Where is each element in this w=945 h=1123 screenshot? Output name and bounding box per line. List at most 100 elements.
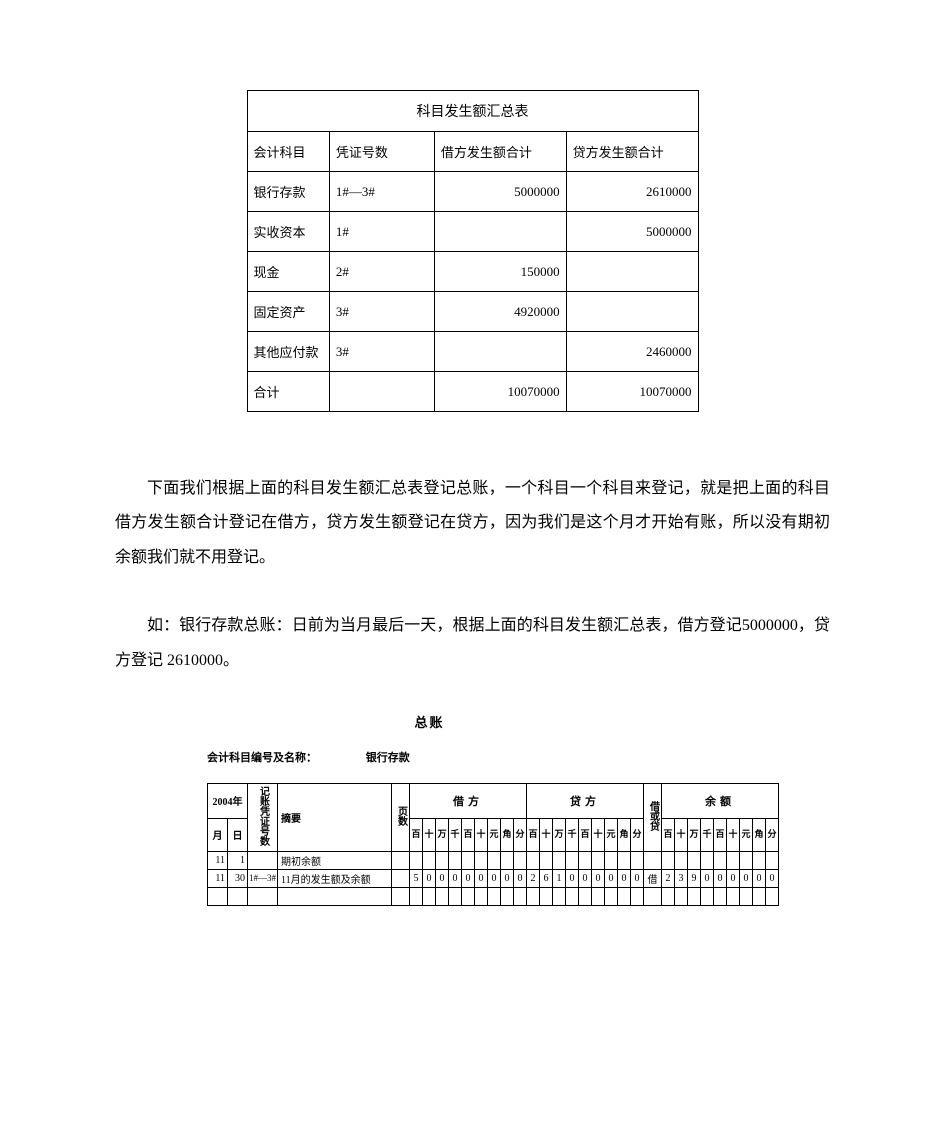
ledger-cell-debit-digit	[514, 851, 527, 869]
cell: 2610000	[566, 172, 698, 212]
cell: 10070000	[566, 372, 698, 412]
ledger-page-header: 页数	[392, 783, 410, 851]
ledger-cell-balance-digit	[753, 851, 766, 869]
ledger-cell-drcr	[644, 851, 662, 869]
cell	[434, 212, 566, 252]
ledger-cell-voucher	[248, 887, 278, 905]
table-row: 固定资产 3# 4920000	[247, 292, 698, 332]
ledger-cell-credit-digit: 0	[618, 869, 631, 887]
ledger-cell-debit-digit	[488, 851, 501, 869]
ledger-cell-debit-digit	[462, 887, 475, 905]
digit-header: 百	[527, 818, 540, 851]
ledger-cell-credit-digit	[618, 887, 631, 905]
cell: 固定资产	[247, 292, 329, 332]
ledger-cell-debit-digit: 5	[410, 869, 423, 887]
ledger-cell-credit-digit: 6	[540, 869, 553, 887]
ledger-cell-credit-digit	[592, 887, 605, 905]
digit-header: 十	[675, 818, 688, 851]
cell: 150000	[434, 252, 566, 292]
digit-header: 十	[727, 818, 740, 851]
cell: 4920000	[434, 292, 566, 332]
cell	[566, 292, 698, 332]
ledger-cell-debit-digit	[462, 851, 475, 869]
ledger-cell-debit-digit	[423, 851, 436, 869]
ledger-cell-balance-digit	[753, 887, 766, 905]
digit-header: 角	[501, 818, 514, 851]
ledger-cell-balance-digit: 0	[766, 869, 779, 887]
ledger-cell-debit-digit: 0	[475, 869, 488, 887]
table-row: 实收资本 1# 5000000	[247, 212, 698, 252]
ledger-cell-debit-digit	[436, 887, 449, 905]
ledger-cell-debit-digit	[449, 887, 462, 905]
ledger-cell-debit-digit: 0	[423, 869, 436, 887]
summary-col-0: 会计科目	[247, 132, 329, 172]
ledger-cell-debit-digit: 0	[449, 869, 462, 887]
ledger-row	[208, 887, 779, 905]
paragraph-2: 如：银行存款总账：日前为当月最后一天，根据上面的科目发生额汇总表，借方登记500…	[115, 609, 830, 678]
ledger-cell-credit-digit: 0	[592, 869, 605, 887]
digit-header: 分	[514, 818, 527, 851]
digit-header: 万	[688, 818, 701, 851]
ledger-cell-credit-digit	[631, 851, 644, 869]
digit-header: 万	[553, 818, 566, 851]
digit-header: 百	[714, 818, 727, 851]
ledger-table: 2004年 记账凭证号数 摘要 页数 借方 贷方 借或贷 余额 月 日 百 十 …	[207, 783, 779, 906]
ledger-subtitle-label: 会计科目编号及名称：	[207, 749, 317, 765]
cell: 5000000	[566, 212, 698, 252]
table-row: 其他应付款 3# 2460000	[247, 332, 698, 372]
ledger-voucher-header: 记账凭证号数	[248, 783, 278, 851]
ledger-cell-credit-digit	[618, 851, 631, 869]
ledger-debit-header: 借方	[410, 783, 527, 818]
ledger-cell-summary: 11月的发生额及余额	[278, 869, 392, 887]
ledger-cell-debit-digit: 0	[436, 869, 449, 887]
ledger-cell-debit-digit	[410, 887, 423, 905]
ledger-cell-credit-digit	[540, 851, 553, 869]
digit-header: 十	[423, 818, 436, 851]
digit-header: 角	[753, 818, 766, 851]
digit-header: 千	[701, 818, 714, 851]
ledger-header-row-1: 2004年 记账凭证号数 摘要 页数 借方 贷方 借或贷 余额	[208, 783, 779, 818]
ledger-cell-day	[228, 887, 248, 905]
ledger-cell-voucher: 1#—3#	[248, 869, 278, 887]
digit-header: 十	[540, 818, 553, 851]
ledger-cell-credit-digit: 0	[579, 869, 592, 887]
ledger-cell-balance-digit	[688, 887, 701, 905]
ledger-cell-balance-digit: 0	[727, 869, 740, 887]
cell: 5000000	[434, 172, 566, 212]
cell	[566, 252, 698, 292]
cell: 1#—3#	[329, 172, 434, 212]
ledger-cell-balance-digit: 9	[688, 869, 701, 887]
ledger-cell-balance-digit: 0	[753, 869, 766, 887]
ledger-cell-debit-digit	[423, 887, 436, 905]
ledger-cell-day: 1	[228, 851, 248, 869]
ledger-cell-balance-digit	[701, 851, 714, 869]
ledger-cell-credit-digit: 1	[553, 869, 566, 887]
ledger-cell-debit-digit: 0	[514, 869, 527, 887]
ledger-cell-credit-digit	[566, 851, 579, 869]
ledger-cell-balance-digit	[675, 887, 688, 905]
cell: 银行存款	[247, 172, 329, 212]
ledger-cell-credit-digit: 0	[605, 869, 618, 887]
ledger-cell-debit-digit	[501, 851, 514, 869]
ledger-cell-debit-digit	[475, 851, 488, 869]
ledger-cell-credit-digit	[631, 887, 644, 905]
summary-table: 科目发生额汇总表 会计科目 凭证号数 借方发生额合计 贷方发生额合计 银行存款 …	[247, 90, 699, 412]
digit-header: 十	[592, 818, 605, 851]
ledger-cell-credit-digit	[527, 887, 540, 905]
ledger-cell-credit-digit	[592, 851, 605, 869]
ledger-cell-debit-digit	[449, 851, 462, 869]
summary-col-3: 贷方发生额合计	[566, 132, 698, 172]
ledger-day-header: 日	[228, 818, 248, 851]
ledger-cell-balance-digit	[714, 851, 727, 869]
digit-header: 百	[462, 818, 475, 851]
ledger-cell-credit-digit	[605, 851, 618, 869]
ledger-credit-header: 贷方	[527, 783, 644, 818]
digit-header: 百	[410, 818, 423, 851]
ledger-cell-debit-digit: 0	[462, 869, 475, 887]
ledger-cell-balance-digit	[675, 851, 688, 869]
ledger-cell-page	[392, 869, 410, 887]
ledger-cell-balance-digit	[727, 887, 740, 905]
ledger-cell-credit-digit	[579, 851, 592, 869]
ledger-subtitle-value: 银行存款	[366, 749, 410, 765]
ledger-title: 总账	[29, 712, 830, 731]
